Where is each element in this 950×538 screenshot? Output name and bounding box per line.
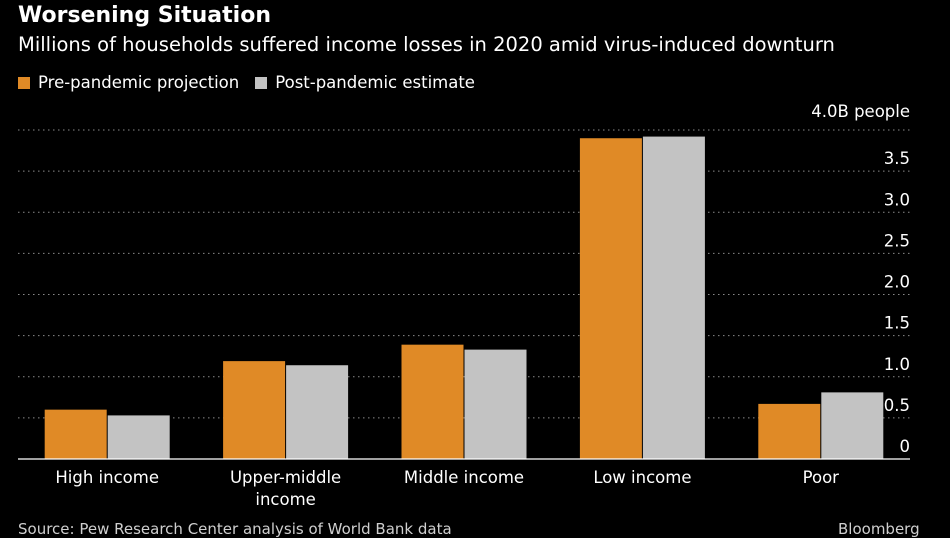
y-tick-label: 3.5	[884, 149, 910, 168]
bar-post-pandemic	[107, 415, 170, 459]
legend-label-post-pandemic: Post-pandemic estimate	[275, 73, 475, 92]
bar-post-pandemic	[821, 392, 884, 459]
y-tick-label: 0	[900, 437, 911, 456]
legend-swatch-pre-pandemic	[18, 76, 30, 89]
y-tick-label: 2.0	[884, 273, 910, 292]
bar-pre-pandemic	[401, 344, 464, 459]
source-note: Source: Pew Research Center analysis of …	[18, 520, 452, 538]
legend-swatch-post-pandemic	[255, 76, 268, 89]
bloomberg-logo: Bloomberg	[838, 520, 920, 538]
legend: Pre-pandemic projection Post-pandemic es…	[18, 73, 491, 92]
bar-post-pandemic	[464, 349, 527, 459]
y-tick-label: 3.0	[884, 190, 910, 209]
x-tick-label: Poor	[803, 468, 840, 487]
y-tick-label: 1.5	[884, 314, 910, 333]
bar-pre-pandemic	[579, 138, 642, 459]
y-tick-label: 2.5	[884, 231, 910, 250]
x-tick-label: Middle income	[404, 468, 524, 487]
x-tick-label: Low income	[593, 468, 691, 487]
bar-pre-pandemic	[44, 409, 107, 459]
bar-pre-pandemic	[223, 361, 286, 459]
legend-item-post-pandemic: Post-pandemic estimate	[255, 73, 475, 92]
y-tick-label: 1.0	[884, 355, 910, 374]
bar-post-pandemic	[642, 136, 705, 459]
y-tick-label: 4.0B people	[811, 102, 910, 121]
x-tick-label: High income	[55, 468, 159, 487]
chart-subtitle: Millions of households suffered income l…	[18, 33, 835, 56]
legend-label-pre-pandemic: Pre-pandemic projection	[38, 73, 240, 92]
bar-post-pandemic	[286, 365, 349, 459]
bar-pre-pandemic	[758, 403, 821, 459]
legend-item-pre-pandemic: Pre-pandemic projection	[18, 73, 239, 92]
chart-title: Worsening Situation	[18, 3, 271, 28]
y-tick-label: 0.5	[884, 396, 910, 415]
x-tick-label: Upper-middle income	[230, 468, 341, 509]
